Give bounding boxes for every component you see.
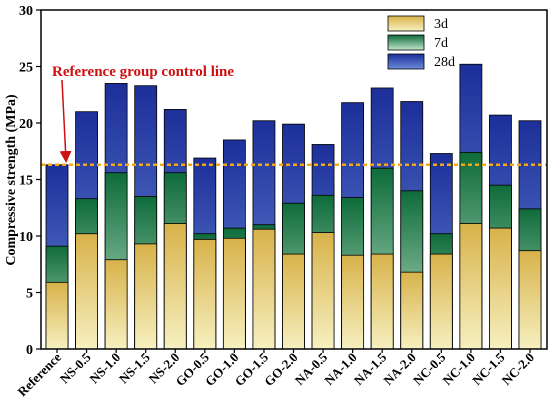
- x-tick-label: NS-0.5: [57, 349, 94, 386]
- bar-3d-GO-1.5: [252, 228, 276, 350]
- bar-3d-NS-1.0: [104, 259, 128, 350]
- legend-label-3d: 3d: [434, 17, 448, 32]
- y-tick-label: 15: [19, 174, 33, 189]
- bar-3d-NC-1.0: [459, 223, 483, 350]
- bar-3d-NS-2.0: [163, 223, 187, 350]
- y-tick-label: 20: [19, 117, 33, 132]
- bar-3d-NC-0.5: [429, 253, 453, 350]
- bar-3d-NA-2.0: [400, 271, 424, 350]
- legend-swatch-28d: [387, 53, 425, 70]
- x-tick-label: NC-1.0: [440, 350, 478, 388]
- bar-3d-NS-1.5: [134, 243, 158, 350]
- bar-3d-GO-2.0: [282, 253, 305, 350]
- legend-label-7d: 7d: [434, 36, 448, 51]
- bar-3d-NA-1.0: [341, 254, 365, 350]
- legend-label-28d: 28d: [434, 55, 455, 70]
- bar-3d-NC-2.0: [518, 250, 542, 350]
- x-tick-label: NA-2.0: [380, 350, 418, 388]
- x-tick-label: NA-1.0: [321, 350, 359, 388]
- annotation-arrow: [59, 79, 72, 163]
- x-tick-label: NC-2.0: [499, 350, 537, 388]
- reference-line-annotation: Reference group control line: [52, 64, 234, 80]
- y-tick-label: 10: [19, 230, 33, 245]
- x-tick-label: Reference: [14, 349, 64, 399]
- x-tick-label: GO-2.0: [261, 350, 300, 389]
- y-tick-label: 0: [26, 343, 33, 358]
- x-axis: ReferenceNS-0.5NS-1.0NS-1.5NS-2.0GO-0.5G…: [14, 349, 537, 399]
- y-axis: 0 5 10 15 20 25 30: [19, 4, 41, 358]
- bar-3d-NS-0.5: [75, 233, 98, 350]
- legend-swatch-7d: [387, 34, 425, 51]
- bar-3d-GO-1.0: [222, 237, 246, 350]
- legend: 3d 7d 28d: [387, 15, 455, 70]
- x-tick-label: NS-1.0: [86, 350, 123, 387]
- bar-3d-GO-0.5: [193, 238, 217, 350]
- bar-3d-NC-1.5: [489, 227, 512, 350]
- y-tick-label: 30: [19, 4, 33, 19]
- y-tick-label: 5: [26, 287, 33, 302]
- y-axis-title: Compressive strength (MPa): [4, 94, 19, 266]
- bar-3d-NA-0.5: [311, 232, 335, 350]
- bar-3d-Reference: [45, 281, 69, 350]
- x-tick-label: NS-1.5: [116, 349, 153, 386]
- y-tick-label: 25: [19, 61, 33, 76]
- bar-3d-NA-1.5: [370, 253, 394, 350]
- legend-swatch-3d: [387, 15, 425, 32]
